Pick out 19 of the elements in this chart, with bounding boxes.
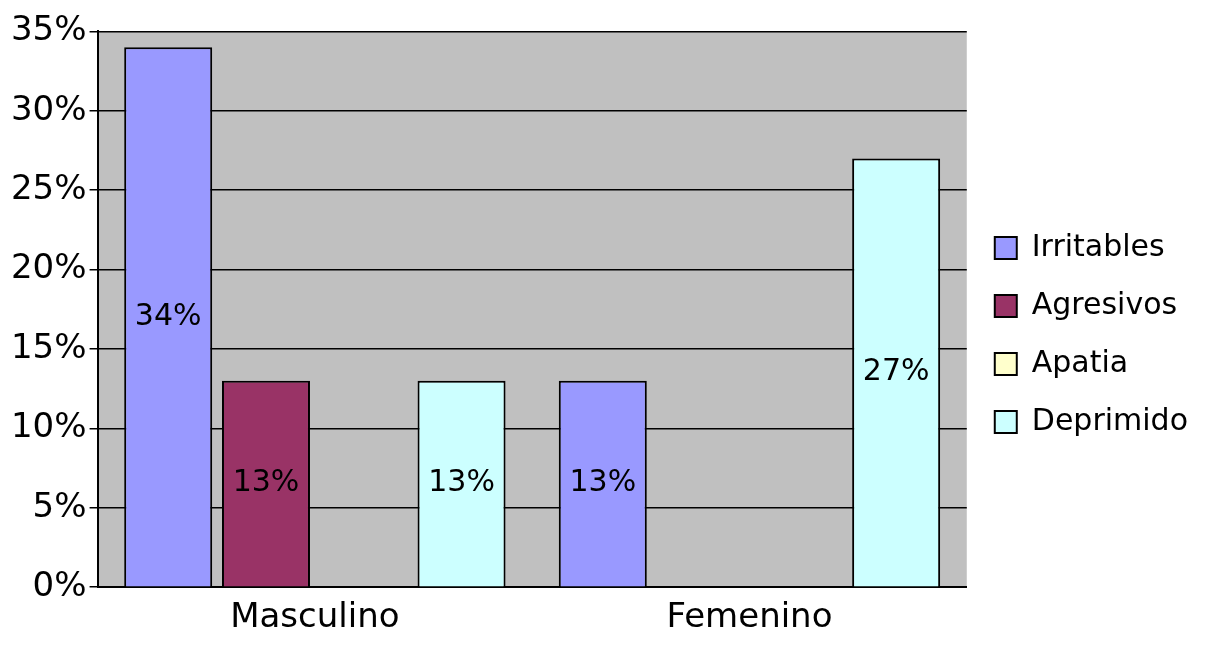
data-label: 27%	[862, 352, 930, 388]
y-tick-label: 15%	[10, 325, 87, 366]
y-tick-label: 35%	[10, 8, 87, 49]
y-tick-label: 0%	[32, 564, 87, 605]
data-label: 34%	[134, 296, 202, 332]
legend-label: Irritables	[1031, 227, 1165, 263]
legend-label: Apatia	[1031, 343, 1129, 379]
y-tick-label: 20%	[10, 246, 87, 287]
legend-label: Agresivos	[1031, 285, 1178, 321]
data-label: 13%	[232, 463, 300, 499]
y-tick-label: 25%	[10, 167, 87, 208]
x-tick-label: Femenino	[666, 595, 833, 636]
x-tick-label: Masculino	[230, 595, 400, 636]
y-tick-label: 5%	[32, 484, 87, 525]
y-tick-label: 10%	[10, 405, 87, 446]
data-label: 13%	[428, 463, 495, 499]
legend-label: Deprimido	[1031, 401, 1189, 437]
data-label: 13%	[569, 463, 637, 499]
y-tick-label: 30%	[10, 87, 87, 128]
